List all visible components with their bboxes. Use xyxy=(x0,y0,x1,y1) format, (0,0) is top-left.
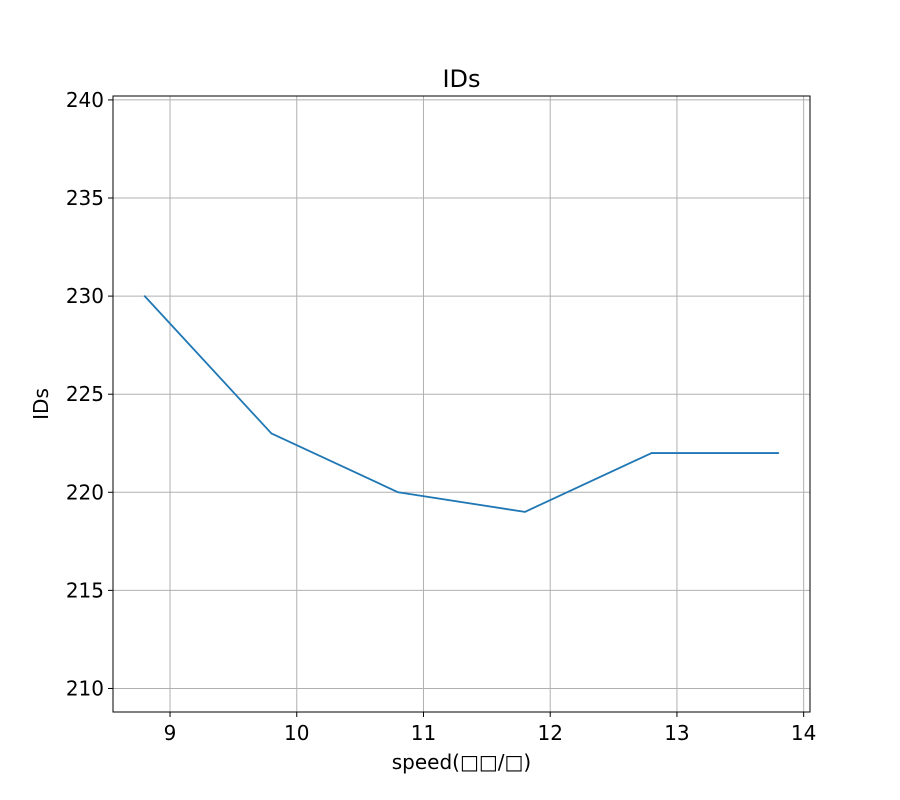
data-point xyxy=(397,491,400,494)
x-tick-label: 14 xyxy=(791,721,816,745)
y-tick-label: 225 xyxy=(66,382,104,406)
y-axis-title: IDs xyxy=(29,388,53,420)
data-point xyxy=(523,510,526,513)
data-point xyxy=(270,432,273,435)
grid xyxy=(113,96,810,712)
y-tick-label: 210 xyxy=(66,676,104,700)
series-layer xyxy=(143,295,780,513)
data-point xyxy=(650,452,653,454)
x-tick-label: 11 xyxy=(411,721,436,745)
x-axis-title: speed(□□/□) xyxy=(392,750,531,774)
y-tick-label: 240 xyxy=(66,88,104,112)
y-tick-label: 215 xyxy=(66,578,104,602)
y-tick-label: 230 xyxy=(66,284,104,308)
x-tick-label: 13 xyxy=(664,721,689,745)
plot-frame xyxy=(112,95,811,713)
axis-ticks: 9 10 11 12 13 14 210 215 220 225 230 235 240 xyxy=(66,88,817,745)
chart-title: IDs xyxy=(442,65,480,93)
y-tick-label: 235 xyxy=(66,186,104,210)
x-tick-label: 10 xyxy=(284,721,309,745)
x-tick-label: 12 xyxy=(537,721,562,745)
y-tick-label: 220 xyxy=(66,480,104,504)
series-line-0 xyxy=(144,295,779,513)
data-point xyxy=(777,452,780,454)
data-point xyxy=(143,295,146,298)
x-tick-label: 9 xyxy=(164,721,177,745)
